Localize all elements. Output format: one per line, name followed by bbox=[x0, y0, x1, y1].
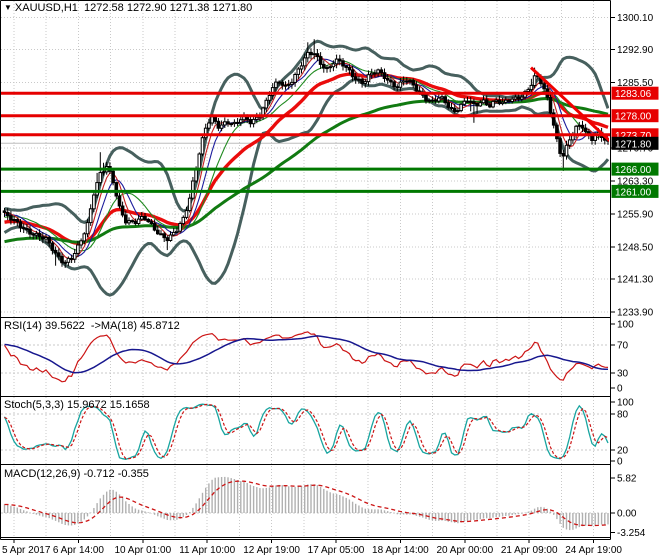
candles bbox=[2, 39, 609, 268]
time-tick-label: 10 Apr 01:00 bbox=[114, 545, 171, 556]
indicator-tick-label: 0 bbox=[617, 384, 623, 395]
symbol-title: XAUUSD,H1 bbox=[14, 2, 78, 14]
time-tick-label: 11 Apr 10:00 bbox=[179, 545, 235, 556]
indicator-tick-label: -3.254 bbox=[617, 528, 646, 539]
price-tick-label: 1233.90 bbox=[617, 308, 654, 319]
indicator-tick-label: 20 bbox=[617, 446, 629, 457]
bollinger-lower-band bbox=[3, 77, 609, 297]
level-lines[interactable] bbox=[1, 91, 610, 193]
indicator-tick-label: 0 bbox=[617, 457, 623, 468]
time-tick-label: 6 Apr 14:00 bbox=[53, 545, 105, 556]
rsi-label: RSI(14) 39.5622 ->MA(18) 45.8712 bbox=[4, 320, 180, 332]
rsi-series bbox=[4, 331, 609, 383]
stoch-panel[interactable] bbox=[1, 403, 609, 460]
time-axis[interactable]: 5 Apr 2017 6 Apr 14:00 10 Apr 01:00 11 Apr … bbox=[2, 539, 622, 557]
time-tick-label: 20 Apr 00:00 bbox=[436, 545, 493, 556]
macd-panel[interactable] bbox=[1, 476, 609, 531]
ohlc-values: 1272.58 1272.90 1271.38 1271.80 bbox=[84, 2, 253, 14]
indicator-tick-label: 30 bbox=[617, 369, 629, 380]
time-tick-label: 12 Apr 19:00 bbox=[243, 545, 300, 556]
descending-trendline[interactable] bbox=[529, 66, 612, 143]
time-tick-label: 21 Apr 09:00 bbox=[501, 545, 558, 556]
rsi-ma-series bbox=[4, 335, 609, 374]
price-tick-label: 1263.30 bbox=[617, 177, 654, 188]
price-tick-label: 1241.30 bbox=[617, 275, 654, 286]
price-tick-label: 1292.90 bbox=[617, 45, 654, 56]
stoch-label: Stoch(5,3,3) 15.9672 15.1658 bbox=[4, 399, 150, 411]
rsi-panel[interactable] bbox=[1, 331, 609, 383]
ohlc-collapse-icon[interactable]: ▼ bbox=[4, 3, 12, 12]
time-tick-label: 17 Apr 05:00 bbox=[308, 545, 365, 556]
level-price-label: 1283.06 bbox=[615, 89, 652, 100]
price-tick-label: 1255.90 bbox=[617, 210, 654, 221]
price-tick-label: 1300.10 bbox=[617, 13, 654, 24]
time-tick-label: 18 Apr 14:00 bbox=[372, 545, 429, 556]
indicator-tick-label: 70 bbox=[617, 341, 629, 352]
indicator-tick-label: 0.00 bbox=[617, 509, 637, 520]
indicator-tick-label: 100 bbox=[617, 398, 634, 409]
stoch-d-series bbox=[4, 403, 609, 460]
level-price-label: 1273.70 bbox=[615, 131, 652, 142]
indicator-tick-label: 80 bbox=[617, 410, 629, 421]
macd-label: MACD(12,26,9) -0.712 -0.355 bbox=[4, 468, 149, 480]
time-tick-label: 5 Apr 2017 bbox=[2, 545, 51, 556]
vertical-gridlines bbox=[13, 1, 595, 538]
symbol-ohlc-bar: ▼ XAUUSD,H1 1272.58 1272.90 1271.38 1271.… bbox=[4, 2, 252, 14]
level-price-label: 1266.00 bbox=[615, 165, 652, 176]
indicator-tick-label: 100 bbox=[617, 320, 634, 331]
price-tick-label: 1285.50 bbox=[617, 78, 654, 89]
current-price-label: 1271.80 bbox=[615, 139, 652, 150]
panel-frames bbox=[0, 0, 611, 540]
level-price-label: 1261.00 bbox=[615, 187, 652, 198]
price-tick-label: 1248.50 bbox=[617, 243, 654, 254]
macd-signal-series bbox=[4, 480, 609, 527]
time-tick-label: 24 Apr 19:00 bbox=[565, 545, 622, 556]
indicator-tick-label: 5.82 bbox=[617, 474, 637, 485]
level-price-label: 1278.00 bbox=[615, 112, 652, 123]
price-axis[interactable]: 1300.101292.901285.501270.701263.301255.… bbox=[610, 13, 659, 539]
